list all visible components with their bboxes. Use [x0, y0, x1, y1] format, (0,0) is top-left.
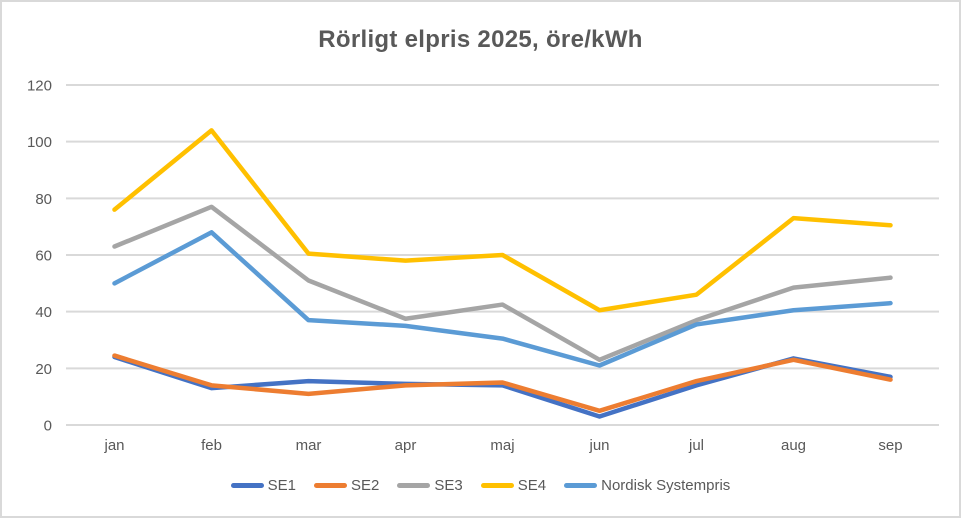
legend-swatch-se1: [230, 483, 264, 488]
x-tick-label: jan: [103, 437, 124, 454]
series-line-se2[interactable]: [112, 353, 893, 414]
legend-label: SE2: [351, 477, 380, 494]
x-tick-label: feb: [201, 437, 222, 454]
legend-item-se3[interactable]: SE3: [397, 477, 463, 494]
x-tick-label: aug: [781, 437, 806, 454]
legend: SE1 SE2 SE3 SE4 Nordisk Systempris: [2, 477, 959, 494]
y-tick-label: 80: [35, 191, 52, 208]
legend-label: SE3: [434, 477, 463, 494]
legend-label: SE1: [267, 477, 297, 494]
y-tick-label: 40: [35, 304, 52, 321]
legend-item-se4[interactable]: SE4: [480, 477, 547, 494]
legend-label: Nordisk Systempris: [601, 477, 731, 494]
x-tick-label: mar: [296, 437, 322, 454]
y-tick-label: 0: [44, 418, 52, 435]
x-tick-label: jun: [588, 437, 609, 454]
legend-swatch-se4: [480, 483, 514, 488]
legend-swatch-nordisk-systempris: [564, 483, 598, 488]
y-tick-label: 60: [35, 248, 52, 265]
y-tick-label: 20: [35, 361, 52, 378]
series-line-se3[interactable]: [112, 204, 893, 363]
legend-item-se2[interactable]: SE2: [314, 477, 379, 494]
legend-label: SE4: [517, 477, 547, 494]
legend-swatch-se3: [397, 483, 431, 488]
series-line-nordisk-systempris[interactable]: [112, 230, 893, 368]
series-line-se4[interactable]: [112, 128, 893, 313]
y-tick-label: 100: [27, 134, 52, 151]
x-tick-label: sep: [878, 437, 902, 454]
x-tick-label: maj: [490, 437, 514, 454]
chart-title: Rörligt elpris 2025, öre/kWh: [318, 26, 643, 53]
legend-item-nordisk-systempris[interactable]: Nordisk Systempris: [564, 477, 730, 494]
legend-item-se1[interactable]: SE1: [230, 477, 297, 494]
y-tick-label: 120: [27, 78, 52, 95]
legend-swatch-se2: [314, 483, 348, 488]
x-tick-label: jul: [688, 437, 704, 454]
x-tick-label: apr: [395, 437, 417, 454]
